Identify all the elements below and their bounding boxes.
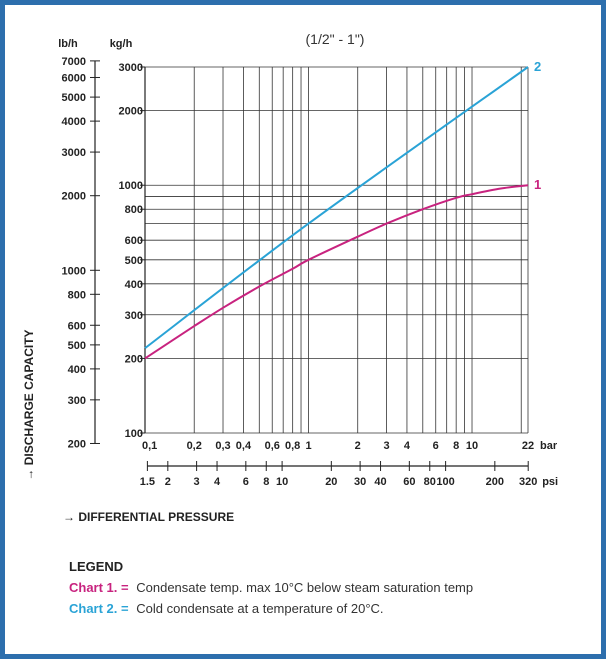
y-lbh-tick-label-0: 200 [68, 438, 86, 450]
y-kgh-tick-label-3: 400 [125, 279, 143, 291]
chart-frame: (1/2" - 1") lb/h kg/h 100 200 300 400 500 600 800… [5, 5, 601, 654]
x-bar-tick-label-0: 0,1 [142, 440, 157, 452]
series-1-line [144, 184, 529, 360]
series-2-line [144, 66, 529, 349]
legend: LEGEND Chart 1. = Condensate temp. max 1… [69, 559, 473, 622]
discharge-capacity-chart: (1/2" - 1")lb/h kg/h100200300400500600800… [22, 31, 558, 524]
chart-subtitle: (1/2" - 1") [306, 31, 365, 47]
y-lbh-tick-label-3: 500 [68, 340, 86, 352]
legend-item-1: Chart 1. = Condensate temp. max 10°C bel… [69, 580, 473, 595]
y-lbh-tick-label-2: 400 [68, 364, 86, 376]
x-psi-tick-label-4: 6 [243, 476, 249, 488]
y-lbh-tick-label-9: 4000 [62, 116, 86, 128]
x-bar-tick-label-10: 6 [433, 440, 439, 452]
x-psi-tick-label-10: 60 [403, 476, 415, 488]
x-bar-tick-label-1: 0,2 [187, 440, 202, 452]
y-kgh-tick-label-8: 2000 [119, 106, 143, 118]
x-psi-tick-label-6: 10 [276, 476, 288, 488]
y-kgh-tick-label-9: 3000 [119, 62, 143, 74]
y-lbh-tick-label-12: 7000 [62, 56, 86, 68]
y-lbh-tick-label-11: 6000 [62, 72, 86, 84]
x-bar-tick-label-3: 0,4 [236, 440, 252, 452]
x-psi-tick-label-5: 8 [263, 476, 269, 488]
y-lbh-tick-label-5: 800 [68, 289, 86, 301]
legend-item-2: Chart 2. = Cold condensate at a temperat… [69, 601, 473, 616]
y-kgh-tick-label-2: 300 [125, 310, 143, 322]
y-kgh-tick-label-1: 200 [125, 353, 143, 365]
legend-key-2: Chart 2. = [69, 601, 129, 616]
x-bar-tick-label-5: 0,8 [285, 440, 300, 452]
y-lbh-tick-label-4: 600 [68, 320, 86, 332]
y-axis-label: → DISCHARGE CAPACITY [22, 329, 36, 480]
y-lbh-tick-label-7: 2000 [62, 191, 86, 203]
y-lbh-tick-label-6: 1000 [62, 265, 86, 277]
x-psi-tick-label-12: 100 [436, 476, 454, 488]
x-bar-unit: bar [540, 440, 558, 452]
x-bar-tick-label-4: 0,6 [265, 440, 280, 452]
x-psi-tick-label-3: 4 [214, 476, 221, 488]
y-unit-kgh: kg/h [110, 38, 133, 50]
x-psi-unit: psi [542, 476, 558, 488]
x-psi-tick-label-11: 80 [424, 476, 436, 488]
legend-key-1: Chart 1. = [69, 580, 129, 595]
x-psi-tick-label-13: 200 [486, 476, 504, 488]
x-bar-tick-label-2: 0,3 [215, 440, 230, 452]
legend-title: LEGEND [69, 559, 124, 574]
x-psi-tick-label-0: 1.5 [140, 476, 155, 488]
y-kgh-tick-label-0: 100 [125, 428, 143, 440]
x-psi-tick-label-7: 20 [325, 476, 337, 488]
y-kgh-tick-label-7: 1000 [119, 180, 143, 192]
legend-text-1: Condensate temp. max 10°C below steam sa… [136, 580, 474, 595]
x-bar-tick-label-11: 8 [453, 440, 459, 452]
y-kgh-tick-label-6: 800 [125, 204, 143, 216]
x-bar-tick-label-9: 4 [404, 440, 411, 452]
x-bar-tick-label-6: 1 [305, 440, 311, 452]
x-bar-tick-label-8: 3 [383, 440, 389, 452]
x-psi-tick-label-9: 40 [374, 476, 386, 488]
x-axis-label: → DIFFERENTIAL PRESSURE [63, 510, 234, 524]
y-lbh-tick-label-10: 5000 [62, 92, 86, 104]
x-bar-tick-label-12: 10 [466, 440, 478, 452]
x-psi-tick-label-14: 320 [519, 476, 537, 488]
x-psi-tick-label-1: 2 [165, 476, 171, 488]
y-unit-lbh: lb/h [58, 38, 78, 50]
x-bar-tick-label-7: 2 [355, 440, 361, 452]
series-1-label: 1 [534, 177, 541, 192]
legend-text-2: Cold condensate at a temperature of 20°C… [136, 601, 384, 616]
x-bar-tick-label-13: 22 [522, 440, 534, 452]
y-lbh-tick-label-8: 3000 [62, 147, 86, 159]
x-psi-tick-label-8: 30 [354, 476, 366, 488]
y-kgh-tick-label-4: 500 [125, 255, 143, 267]
x-psi-tick-label-2: 3 [194, 476, 200, 488]
series-2-label: 2 [534, 59, 541, 74]
y-kgh-tick-label-5: 600 [125, 235, 143, 247]
y-lbh-tick-label-1: 300 [68, 395, 86, 407]
